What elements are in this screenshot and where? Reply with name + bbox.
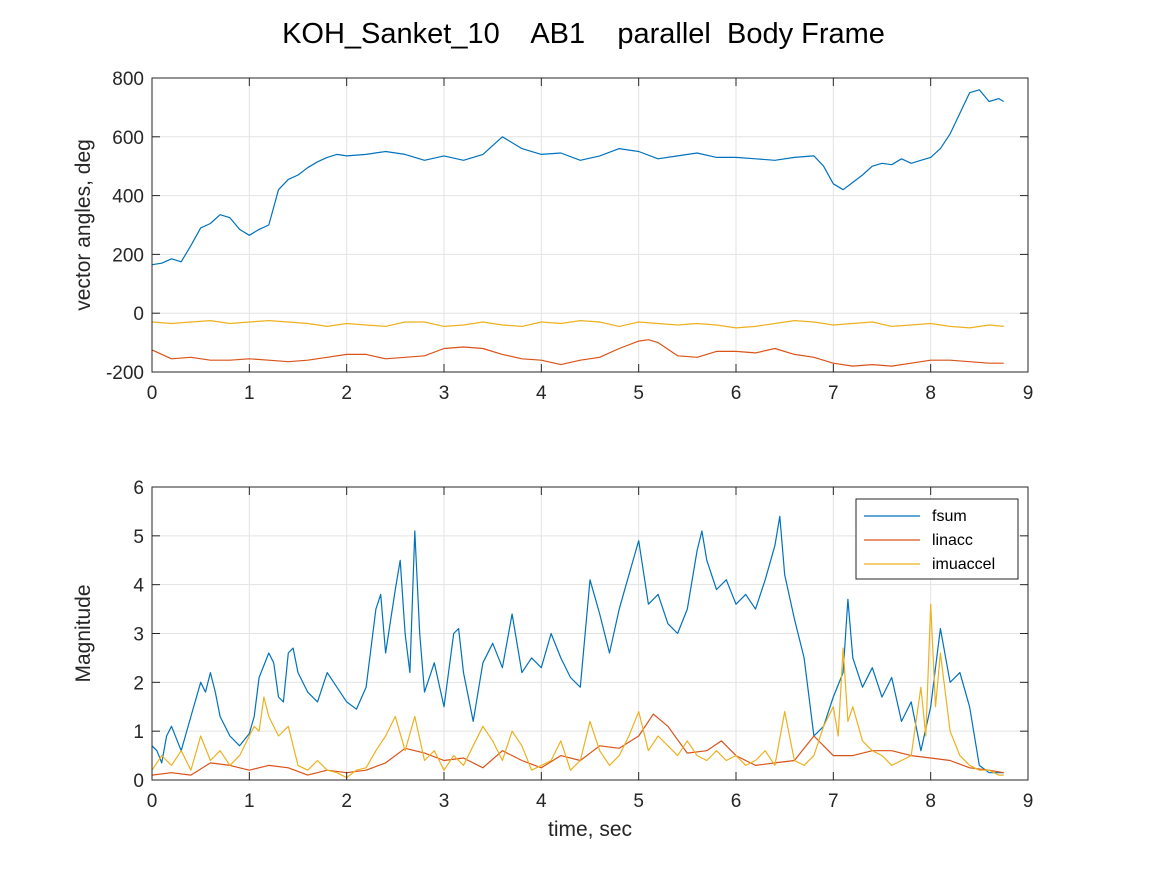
series-line-imuaccel [151,603,1004,779]
y-tick-label: 0 [133,771,144,792]
subplot-2: 0 1 2 3 4 5 6 7 8 9 0 1 2 3 4 5 6 Magnitude time, sec fsum l… [72,478,1033,841]
y-tick-label: 200 [112,245,144,266]
x-tick-label: 1 [244,791,255,812]
y-tick-label: 5 [133,527,144,548]
axes-frame [151,77,1029,373]
x-axis-label: time, sec [548,818,632,841]
y-tick-label: 4 [133,576,144,597]
y-tick-label: 2 [133,673,144,694]
legend-box [855,498,1019,580]
x-tick-label: 4 [536,791,547,812]
series-line-1 [151,89,1005,266]
x-tick-label: 1 [244,383,255,404]
x-tick-label: 5 [633,383,644,404]
x-tick-label: 9 [1023,383,1034,404]
legend-label-imuaccel: imuaccel [932,556,995,573]
x-tick-label: 3 [439,383,450,404]
x-tick-label: 5 [633,791,644,812]
x-tick-label: 2 [341,383,352,404]
y-tick-label: -200 [106,363,144,384]
legend: fsum linacc imuaccel [855,498,1019,580]
x-tick-label: 3 [439,791,450,812]
legend-label-linacc: linacc [932,532,973,549]
x-tick-label: 0 [147,791,158,812]
x-tick-label: 6 [731,791,742,812]
y-axis-label: Magnitude [72,584,95,682]
figure-title: KOH_Sanket_10 AB1 parallel Body Frame [282,18,885,50]
x-tick-label: 8 [925,383,936,404]
x-tick-label: 6 [731,383,742,404]
y-tick-label: 800 [112,69,144,90]
x-tick-label: 4 [536,383,547,404]
series-line-3 [151,320,1004,329]
y-tick-label: 3 [133,625,144,646]
y-tick-label: 600 [112,128,144,149]
y-axis-label: vector angles, deg [72,139,95,311]
y-tick-label: 0 [133,304,144,325]
y-tick-label: 400 [112,187,144,208]
x-tick-label: 9 [1023,791,1034,812]
series-line-linacc [151,713,1004,776]
x-tick-label: 7 [828,791,839,812]
series-line-2 [151,339,1004,367]
x-tick-label: 8 [925,791,936,812]
y-tick-label: 1 [133,722,144,743]
x-tick-label: 2 [341,791,352,812]
y-tick-label: 6 [133,478,144,499]
series-line-fsum [151,515,1004,774]
x-tick-label: 7 [828,383,839,404]
x-tick-label: 0 [147,383,158,404]
legend-label-fsum: fsum [932,508,967,525]
